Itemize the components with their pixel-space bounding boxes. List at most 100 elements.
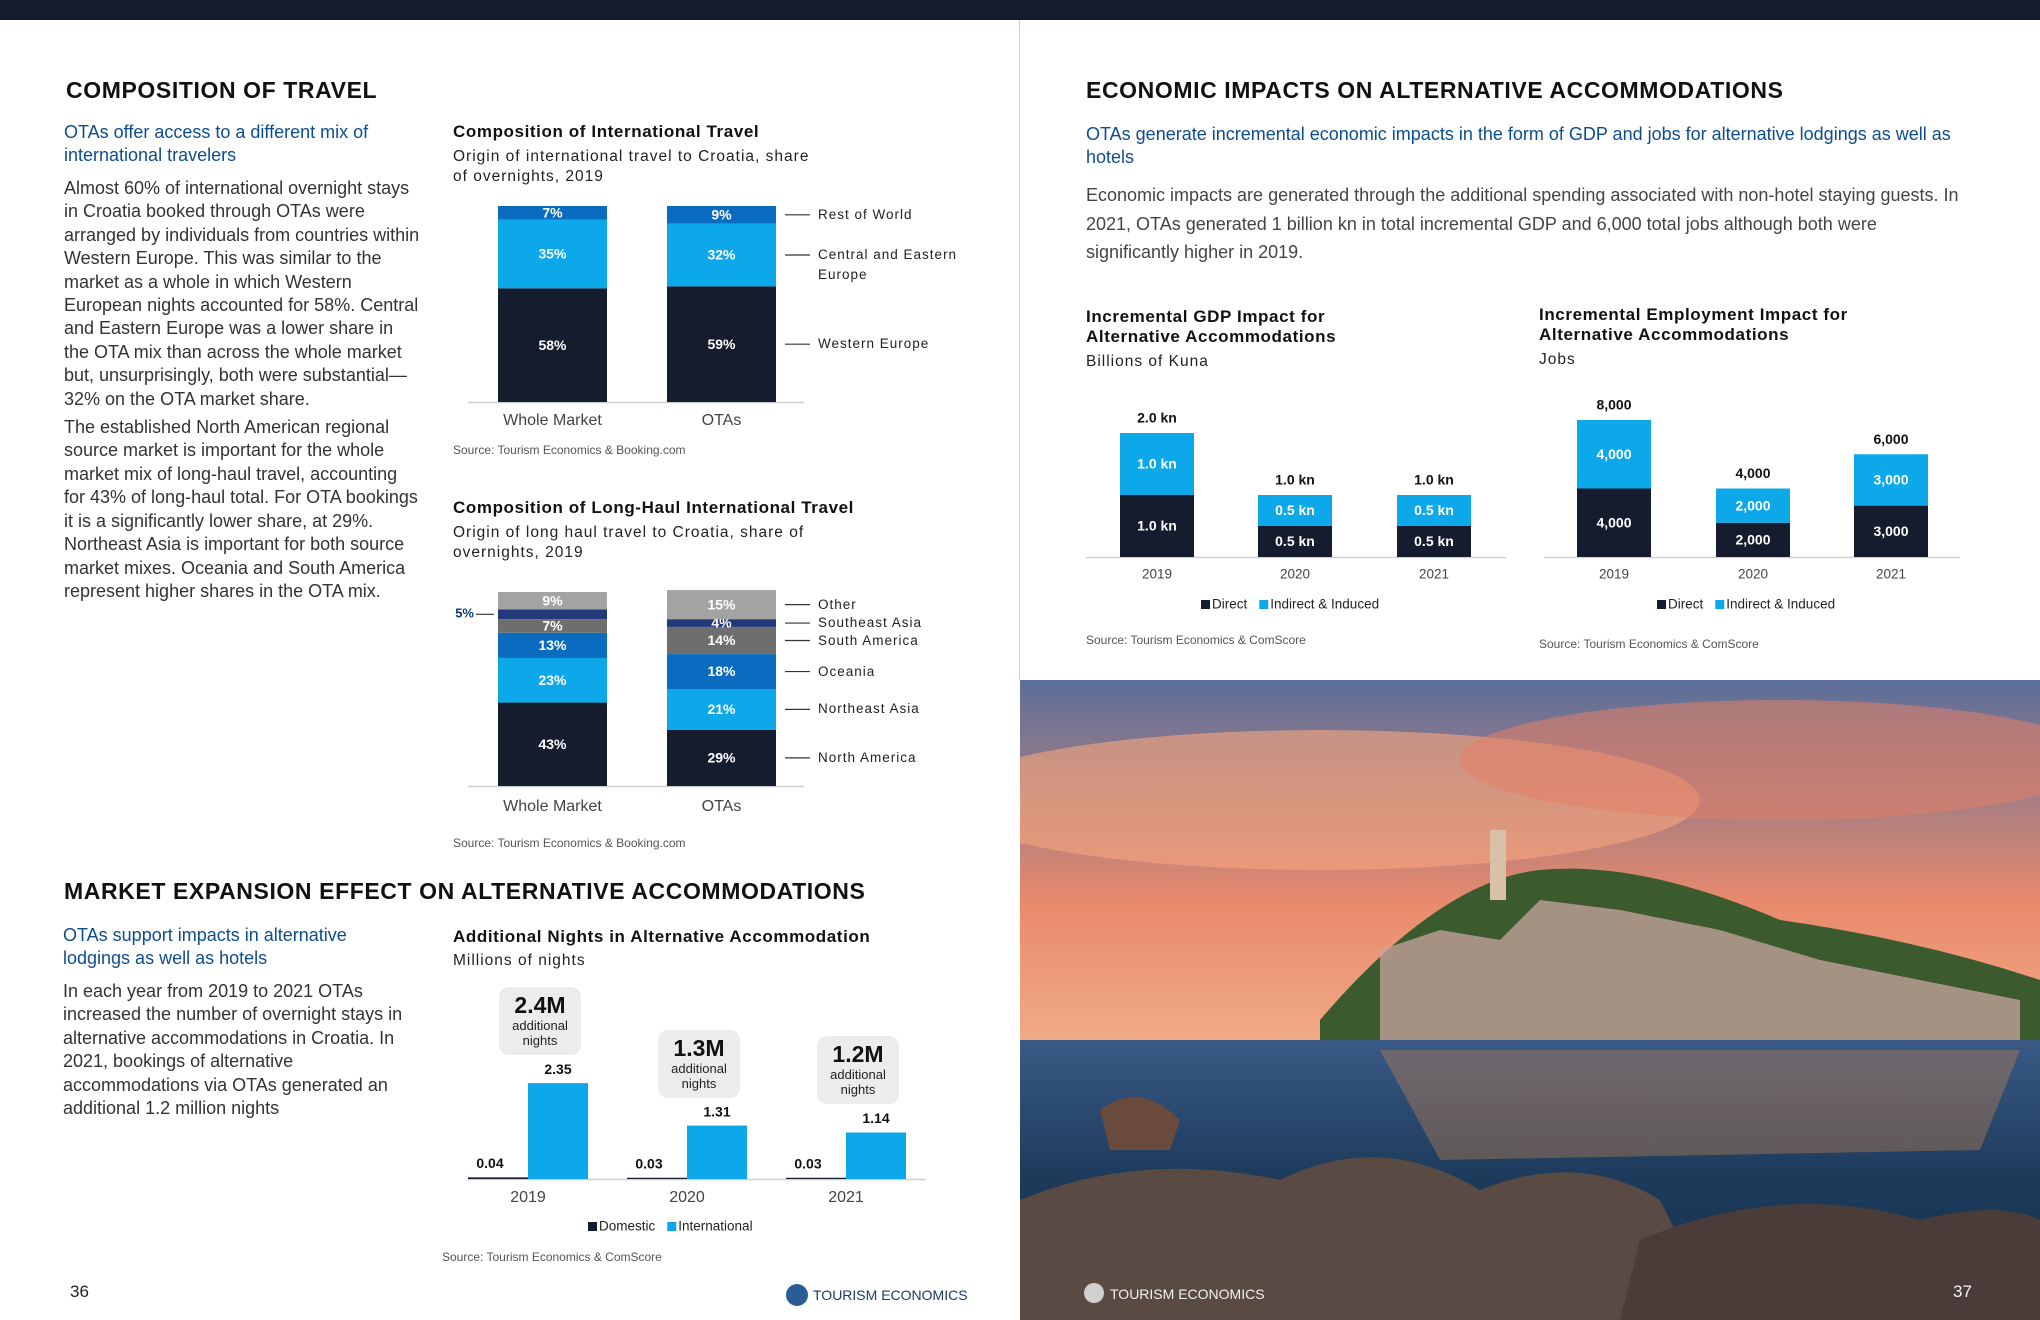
data-label: 15% (707, 596, 736, 612)
logo-icon (786, 1284, 808, 1306)
x-tick-label: 2021 (1876, 567, 1906, 582)
bar (468, 1177, 528, 1179)
bar-segment (667, 286, 776, 402)
total-label: 6,000 (1873, 431, 1908, 447)
total-label: 2.0 kn (1137, 410, 1177, 426)
bar-segment (667, 619, 776, 627)
body-text: Almost 60% of international overnight st… (64, 177, 420, 608)
logo-text: TOURISM ECONOMICS (1110, 1286, 1265, 1302)
x-tick-label: 2019 (1599, 567, 1629, 582)
logo-text: TOURISM ECONOMICS (813, 1287, 968, 1303)
bar-segment (667, 654, 776, 689)
bar-segment (1716, 522, 1790, 557)
chart-subtitle: Origin of international travel to Croati… (453, 148, 810, 185)
x-tick-label: Whole Market (503, 412, 602, 429)
data-label: 1.14 (862, 1110, 889, 1126)
data-label: 29% (707, 750, 736, 766)
data-label: 5% (455, 606, 474, 621)
bar-segment (498, 702, 607, 786)
annotation-text: additional nights (671, 1060, 727, 1091)
data-label: 23% (538, 672, 567, 688)
x-tick-label: OTAs (702, 412, 742, 429)
subheading: OTAs support impacts in alternative lodg… (63, 925, 347, 968)
bar-segment (667, 223, 776, 287)
bar-segment (1258, 526, 1332, 557)
data-label: 0.5 kn (1275, 502, 1315, 518)
data-label: 3,000 (1873, 523, 1908, 539)
data-label: 7% (542, 205, 563, 221)
bar-segment (1716, 488, 1790, 523)
legend-label: International (678, 1219, 752, 1234)
data-label: 0.03 (794, 1155, 821, 1171)
chart-subtitle: Billions of Kuna (1086, 353, 1209, 370)
section-title: ECONOMIC IMPACTS ON ALTERNATIVE ACCOMMOD… (1086, 77, 1784, 103)
chart-title: Composition of Long-Haul International T… (453, 498, 855, 517)
data-label: 14% (707, 632, 736, 648)
bar-segment (1577, 488, 1651, 557)
legend-label: North America (818, 749, 917, 765)
annotation-bubble: 1.2M additional nights (817, 1036, 899, 1105)
top-bar (0, 0, 2040, 20)
bar-segment (1397, 495, 1471, 526)
legend-label: Domestic (599, 1219, 656, 1234)
x-tick-label: OTAs (702, 798, 742, 815)
chart-title: Additional Nights in Alternative Accommo… (453, 927, 871, 946)
data-label: 32% (707, 247, 736, 263)
data-label: 9% (542, 592, 563, 608)
bar (687, 1125, 747, 1179)
bar-segment (667, 626, 776, 655)
legend-swatch (1201, 600, 1210, 609)
bar (528, 1083, 588, 1179)
chart-title: Composition of International Travel (453, 122, 760, 141)
legend-swatch (667, 1222, 677, 1231)
bar-segment (498, 288, 607, 402)
data-label: 0.04 (476, 1155, 503, 1171)
x-tick-label: 2020 (1738, 567, 1768, 582)
legend-label: South America (818, 632, 919, 648)
x-tick-label: 2019 (510, 1189, 546, 1206)
x-tick-label: 2020 (669, 1189, 705, 1206)
subheading: OTAs generate incremental economic impac… (1086, 124, 1951, 167)
town (1380, 900, 2020, 1040)
legend-label: Other (818, 596, 857, 612)
legend-label: Direct (1212, 597, 1248, 612)
chart-subtitle: Jobs (1539, 351, 1576, 368)
bar (786, 1177, 846, 1179)
section-title: COMPOSITION OF TRAVEL (66, 77, 378, 103)
annotation-bubble: 1.3M additional nights (658, 1029, 740, 1098)
bar-segment (1577, 420, 1651, 489)
data-label: 0.5 kn (1414, 502, 1454, 518)
x-tick-label: Whole Market (503, 798, 602, 815)
chart-source: Source: Tourism Economics & ComScore (1086, 633, 1306, 647)
data-label: 2,000 (1735, 532, 1770, 548)
legend-label: Central and Eastern Europe (818, 247, 958, 282)
page-number: 36 (70, 1282, 89, 1301)
data-label: 1.0 kn (1137, 456, 1177, 472)
chart-source: Source: Tourism Economics & Booking.com (453, 443, 686, 457)
legend-swatch (1259, 600, 1269, 609)
annotation-value: 1.2M (832, 1041, 884, 1068)
bar-segment (1120, 433, 1194, 495)
bar-segment (498, 619, 607, 633)
data-label: 21% (707, 701, 736, 717)
chart-source: Source: Tourism Economics & Booking.com (453, 836, 686, 850)
bar (627, 1177, 687, 1179)
annotation-value: 2.4M (514, 992, 566, 1019)
chart-subtitle: Millions of nights (453, 952, 586, 969)
legend-label: Western Europe (818, 336, 930, 352)
data-label: 3,000 (1873, 472, 1908, 488)
legend-label: Northeast Asia (818, 701, 920, 717)
legend-swatch (1657, 600, 1666, 609)
data-label: 4,000 (1596, 446, 1631, 462)
total-label: 4,000 (1735, 465, 1770, 481)
x-tick-label: 2021 (1419, 567, 1449, 582)
data-label: 1.31 (703, 1103, 730, 1119)
legend-label: Direct (1668, 597, 1704, 612)
bar-segment (1120, 495, 1194, 557)
bar-segment (498, 632, 607, 658)
logo-icon (1084, 1283, 1104, 1303)
legend-label: Rest of World (818, 206, 913, 222)
bar (846, 1132, 906, 1179)
data-label: 35% (538, 246, 567, 262)
